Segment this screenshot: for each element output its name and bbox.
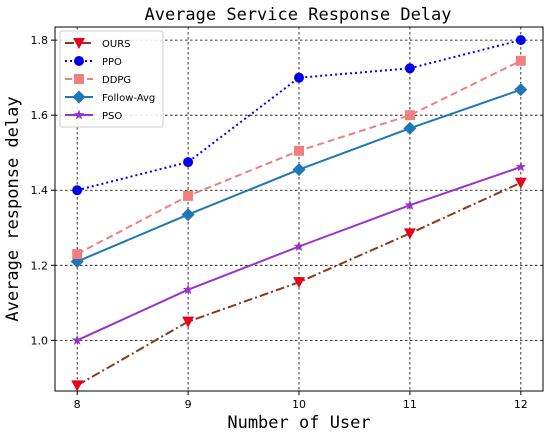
legend-entry: PPO (65, 56, 122, 68)
legend-marker (74, 74, 84, 84)
data-point (515, 35, 526, 46)
y-tick-label: 1.8 (31, 34, 49, 47)
legend-label: OURS (102, 39, 131, 50)
data-point (403, 121, 417, 135)
data-point (183, 157, 194, 168)
y-tick-label: 1.2 (31, 259, 49, 272)
series-pso (71, 161, 527, 345)
data-point (72, 249, 83, 260)
series-follow-avg (70, 83, 528, 269)
x-tick-label: 8 (74, 398, 81, 411)
y-tick-label: 1.0 (31, 334, 49, 347)
data-point (183, 190, 194, 201)
series-ours (71, 177, 527, 392)
data-point (294, 72, 304, 83)
legend-marker (74, 56, 84, 66)
x-tick-label: 12 (514, 398, 528, 411)
legend-marker (73, 109, 85, 120)
data-point (514, 83, 528, 97)
legend: OURS PPO DDPG Follow-Avg PSO (59, 30, 164, 128)
data-point (70, 255, 84, 269)
data-point (294, 145, 304, 156)
legend-marker (72, 90, 86, 104)
y-axis-label: Average response delay (3, 96, 23, 321)
legend-entry: PSO (65, 109, 122, 122)
x-tick-label: 11 (403, 398, 417, 411)
data-point (404, 63, 415, 74)
x-axis-label: Number of User (227, 413, 370, 433)
axis-ticks: 8 9 10 11 12 1.0 1.2 1.4 1.6 1.8 (31, 34, 528, 411)
data-point (71, 380, 84, 392)
data-point (404, 199, 416, 210)
series-line (76, 39, 522, 192)
legend-label: Follow-Avg (102, 93, 155, 104)
legend-label: PPO (102, 57, 122, 68)
legend-entry: OURS (65, 38, 131, 50)
x-tick-label: 9 (185, 398, 192, 411)
legend-box (59, 30, 164, 128)
series-ddpg (72, 55, 526, 260)
data-point (514, 177, 527, 189)
legend-entry: DDPG (65, 74, 131, 86)
legend-entry: Follow-Avg (65, 90, 155, 104)
data-point (404, 110, 415, 121)
data-point (182, 284, 194, 295)
y-tick-label: 1.6 (31, 109, 49, 122)
data-point (293, 277, 305, 289)
data-point (292, 163, 306, 177)
series-ppo (72, 35, 526, 196)
legend-label: DDPG (102, 75, 131, 86)
y-tick-label: 1.4 (31, 184, 49, 197)
chart-title: Average Service Response Delay (144, 5, 451, 25)
data-point (181, 208, 195, 222)
data-point (72, 185, 83, 196)
data-point (515, 161, 527, 172)
data-point (182, 316, 195, 328)
x-tick-label: 10 (292, 398, 306, 411)
legend-marker (73, 38, 85, 49)
plot-area (70, 35, 528, 392)
data-point (71, 334, 83, 345)
legend-label: PSO (102, 111, 122, 122)
data-point (403, 228, 416, 240)
data-point (293, 241, 305, 251)
data-point (515, 55, 526, 66)
